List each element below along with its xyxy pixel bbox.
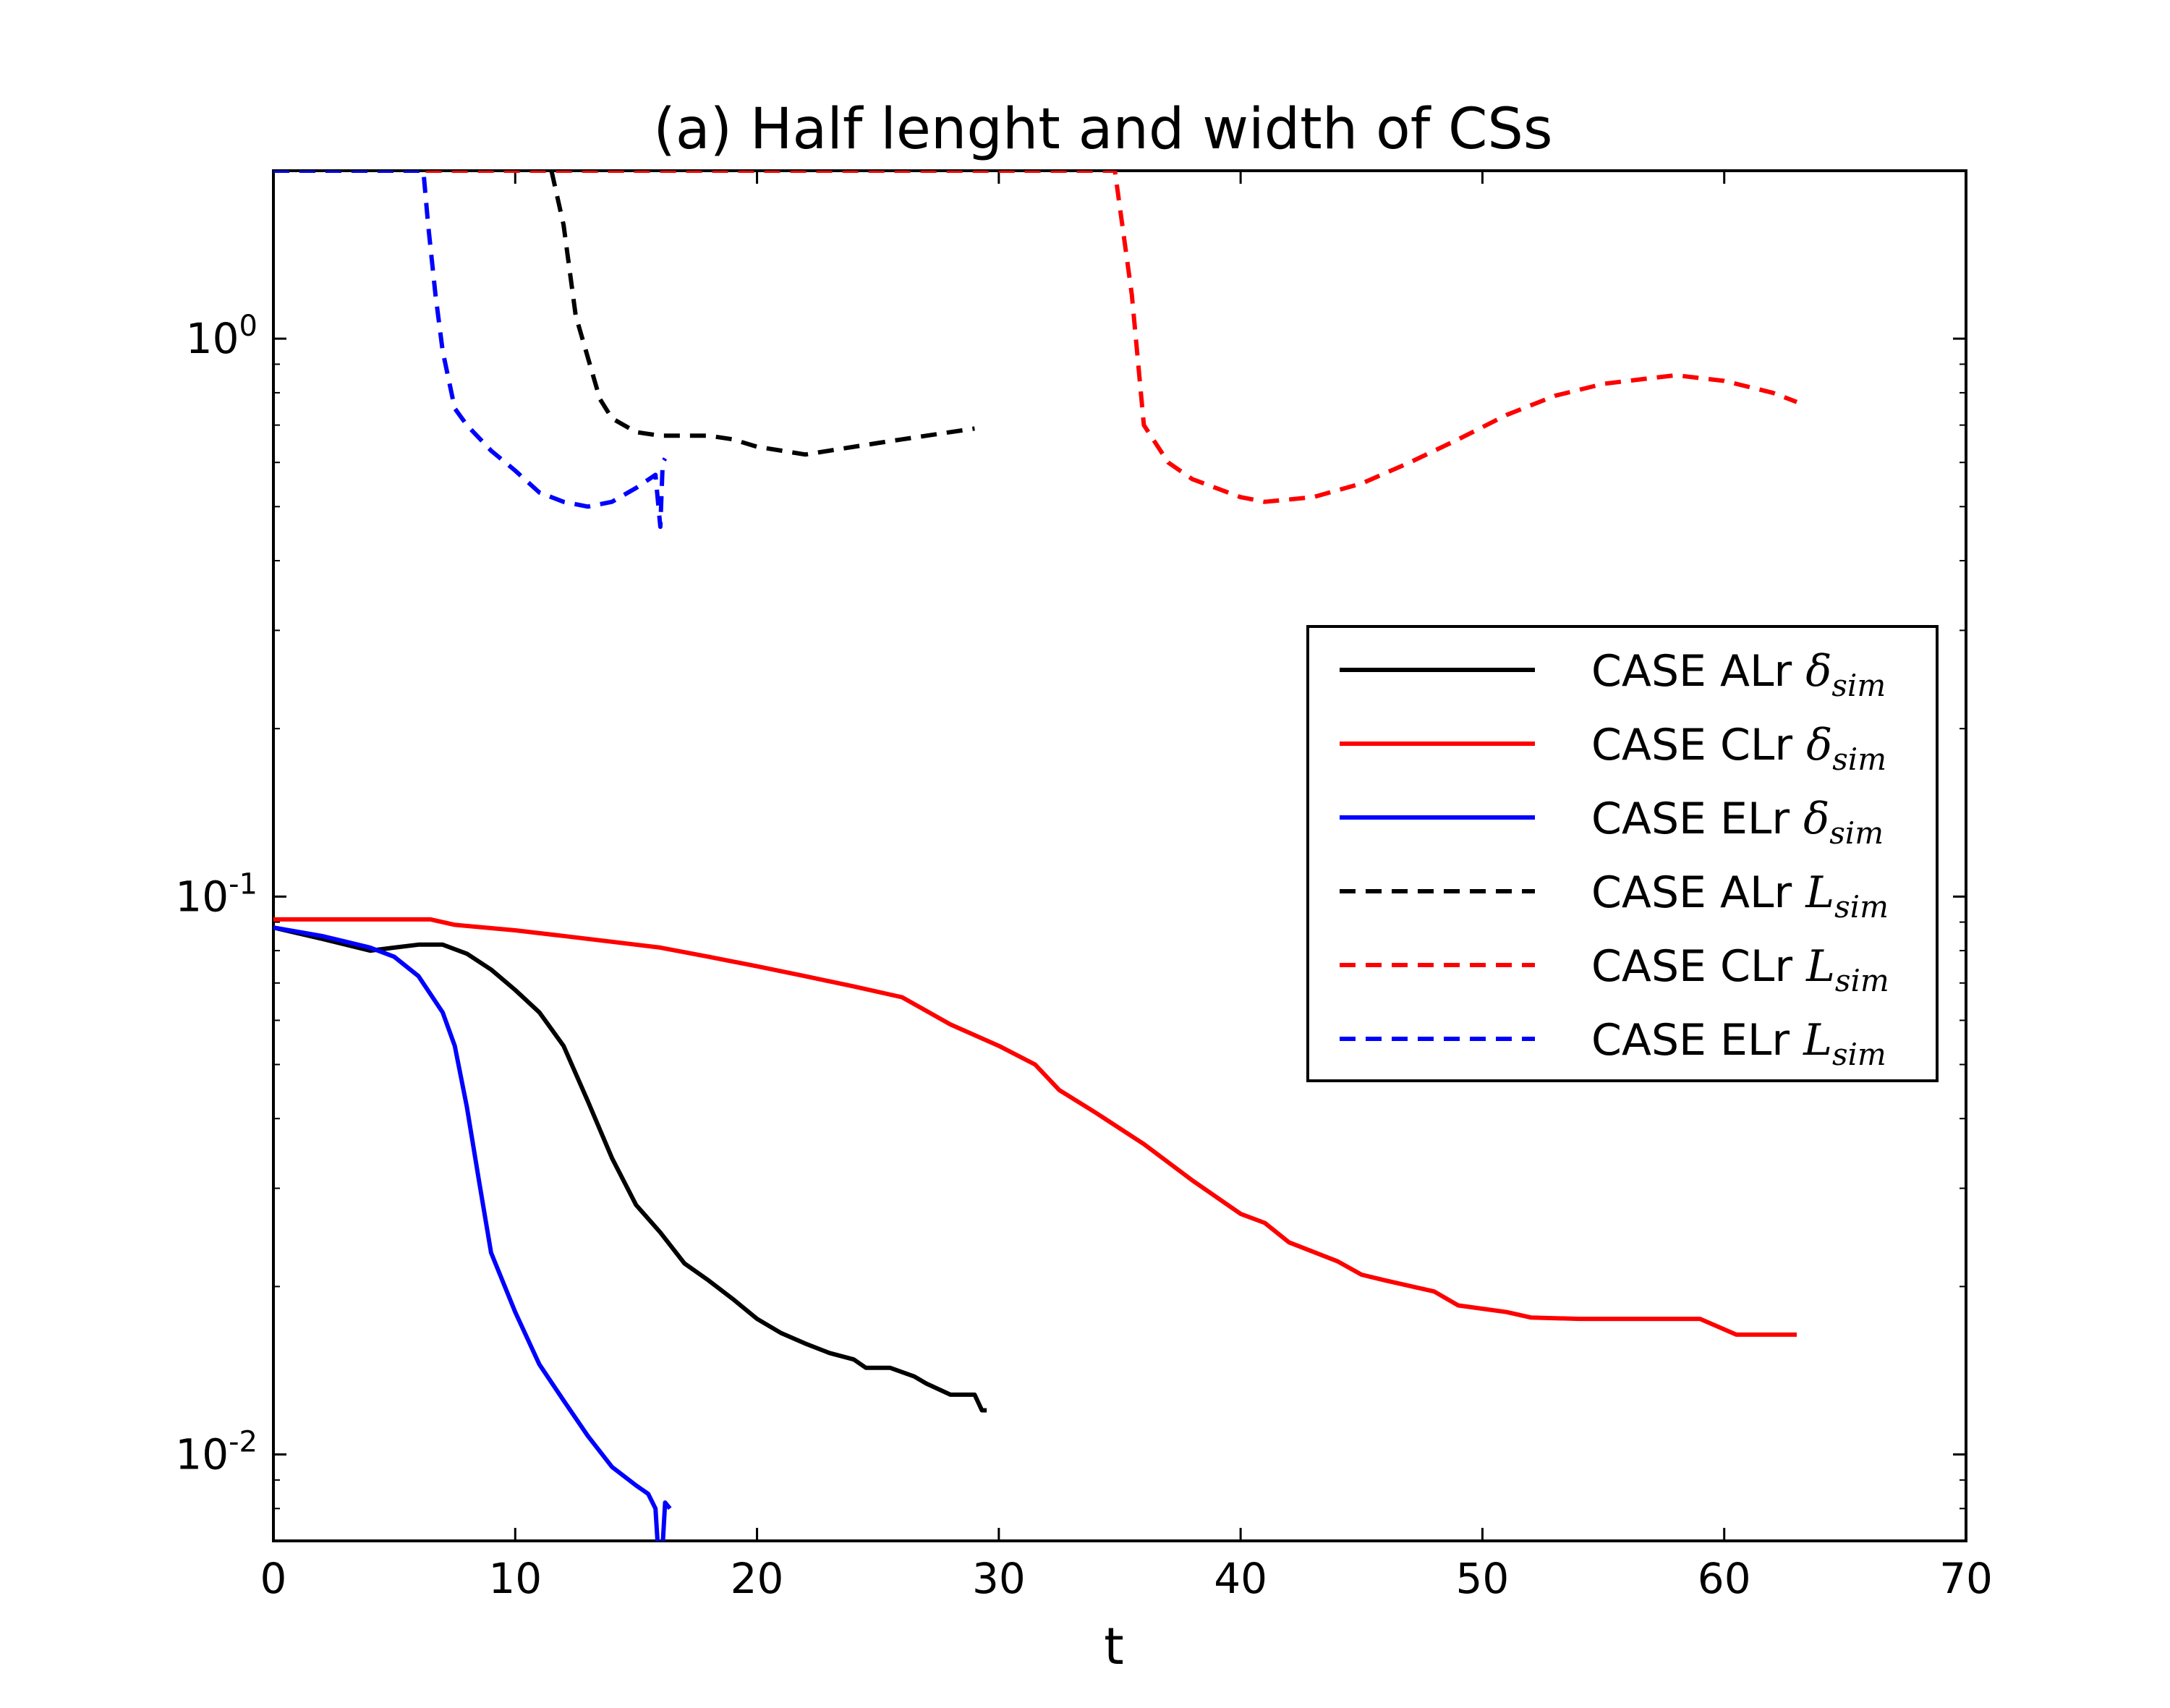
x-tick-label: 60	[1698, 1554, 1751, 1603]
axes-frame	[272, 169, 1967, 1542]
legend-box	[1306, 625, 1939, 1082]
legend-label-CLr-L: CASE CLr Lsim	[1591, 941, 1889, 998]
series-line-ALr-delta	[273, 925, 987, 1413]
y-tick-label: 10-1	[175, 867, 258, 921]
x-tick-label: 70	[1939, 1554, 1993, 1603]
y-tick-label: 100	[186, 310, 258, 363]
legend-label-ELr-delta: CASE ELr δsim	[1591, 794, 1884, 851]
series-line-ALr-L	[549, 171, 975, 457]
legend-entries: CASE ALr δsim CASE CLr δsim CASE ELr δsim C…	[1340, 646, 1889, 1072]
plot-area	[272, 169, 1967, 1542]
x-tick-label: 30	[972, 1554, 1026, 1603]
legend-label-ALr-delta: CASE ALr δsim	[1591, 646, 1886, 703]
x-tick-label: 0	[260, 1554, 287, 1603]
y-tick-label: 10-2	[175, 1426, 258, 1479]
legend: CASE ALr δsim CASE CLr δsim CASE ELr δsim C…	[1306, 625, 1939, 1082]
series-line-CLr-L	[425, 171, 1798, 504]
legend-label-CLr-delta: CASE CLr δsim	[1591, 720, 1886, 777]
axis-ticks	[272, 170, 1967, 1542]
x-tick-labels: 0 10 20 30 40 50 60 70	[260, 1554, 1993, 1603]
legend-label-ELr-L: CASE ELr Lsim	[1591, 1015, 1886, 1072]
x-tick-label: 40	[1214, 1554, 1267, 1603]
series-line-ELr-delta	[273, 925, 672, 1541]
series-lines	[273, 171, 1798, 1541]
x-tick-label: 20	[731, 1554, 784, 1603]
chart-title: (a) Half lenght and width of CSs	[653, 97, 1552, 162]
x-tick-label: 50	[1456, 1554, 1510, 1603]
legend-label-ALr-L: CASE ALr Lsim	[1591, 867, 1889, 925]
series-line-CLr-delta	[273, 917, 1797, 1337]
x-axis-label: t	[1104, 1617, 1123, 1676]
series-line-ELr-L	[273, 171, 668, 530]
x-tick-label: 10	[488, 1554, 542, 1603]
y-tick-labels: 100 10-1 10-2	[175, 310, 258, 1479]
